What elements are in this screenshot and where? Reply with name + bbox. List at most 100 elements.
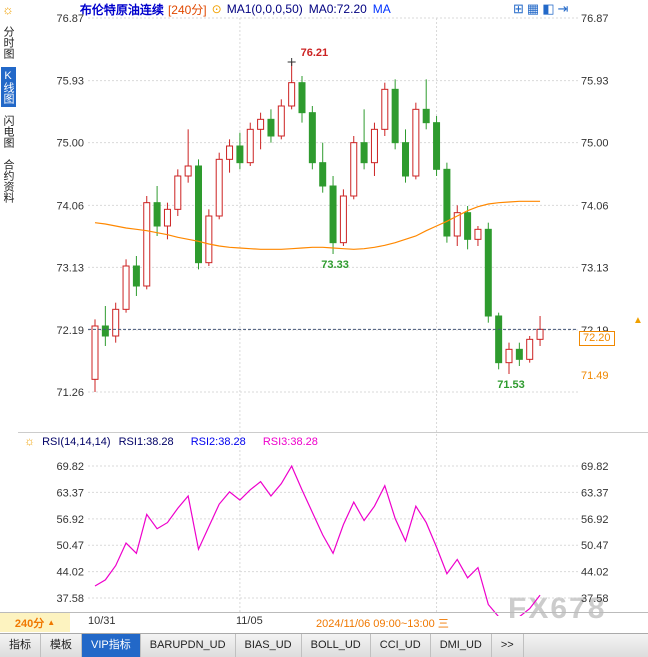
price-tick-label-right: 73.13 xyxy=(581,262,609,274)
layout-next-icon[interactable]: ⇥ xyxy=(557,1,569,16)
ref-price-label: 71.49 xyxy=(581,370,609,382)
ma-settings-icon[interactable]: ⊙ xyxy=(211,2,222,16)
rsi-tick-label-left: 50.47 xyxy=(56,540,84,552)
candle-body xyxy=(433,122,441,170)
rsi2-value: RSI2:38.28 xyxy=(190,436,246,448)
current-session-label: 2024/11/06 09:00~13:00 三 xyxy=(316,618,449,630)
candle-body xyxy=(464,212,472,240)
candle-body xyxy=(267,118,275,137)
low-annotation-label: 73.33 xyxy=(321,259,349,271)
rsi-tick-label-left: 63.37 xyxy=(56,487,84,499)
rsi-panel-header: ☼ RSI(14,14,14) RSI1:38.28 RSI2:38.28 RS… xyxy=(24,434,318,448)
tab-barupdn-ud[interactable]: BARUPDN_UD xyxy=(141,634,236,657)
period-label[interactable]: [240分] xyxy=(167,2,207,17)
candle-body xyxy=(495,315,503,364)
price-tick-label-left: 72.19 xyxy=(56,325,84,337)
rsi-indicator-name: RSI(14,14,14) xyxy=(42,436,111,448)
candle-body xyxy=(184,165,192,177)
candle-body xyxy=(329,185,337,244)
candle-body xyxy=(536,328,544,340)
candle-body xyxy=(163,208,171,227)
window-layout-buttons: ⊞ ▦ ◧ ⇥ xyxy=(513,1,568,16)
candle-body xyxy=(257,118,265,130)
candle-body xyxy=(422,108,430,124)
last-price-tag: 72.20 xyxy=(579,331,615,346)
ma1-legend: MA1(0,0,0,50) xyxy=(226,2,303,16)
rsi-tick-label-left: 37.58 xyxy=(56,593,84,605)
candle-body xyxy=(246,128,254,164)
tab-bias-ud[interactable]: BIAS_UD xyxy=(236,634,302,657)
rsi-tick-label-right: 44.02 xyxy=(581,567,609,579)
ma0-legend: MA0:72.20 xyxy=(308,2,367,16)
candle-body xyxy=(277,105,285,137)
layout-quad-icon[interactable]: ⊞ xyxy=(513,1,524,16)
tab-boll-ud[interactable]: BOLL_UD xyxy=(302,634,371,657)
candle-body xyxy=(505,348,513,364)
price-tick-label-right: 76.87 xyxy=(581,13,609,25)
layout-split-icon[interactable]: ◧ xyxy=(542,1,555,16)
tab-dmi-ud[interactable]: DMI_UD xyxy=(431,634,492,657)
tab-indicator[interactable]: 指标 xyxy=(0,634,41,657)
rsi-line xyxy=(94,464,541,616)
axis-divider xyxy=(0,612,648,613)
sidebar-item-timeline[interactable]: 分时图 xyxy=(2,26,14,59)
candle-body xyxy=(360,142,368,164)
latest-price-marker-icon[interactable]: ▲ xyxy=(633,315,643,326)
ma-line xyxy=(94,200,541,250)
sidebar-item-kline[interactable]: K线图 xyxy=(1,67,16,107)
candle-body xyxy=(143,202,151,287)
rsi-tick-label-right: 37.58 xyxy=(581,593,609,605)
rsi-tick-label-left: 44.02 xyxy=(56,567,84,579)
candle-body xyxy=(391,88,399,144)
candle-body xyxy=(350,142,358,197)
candle-body xyxy=(298,82,306,114)
tab-template[interactable]: 模板 xyxy=(41,634,82,657)
candle-body xyxy=(443,168,451,237)
rsi3-value: RSI3:38.28 xyxy=(262,436,318,448)
candle-body xyxy=(195,165,202,264)
candle-body xyxy=(474,228,482,240)
chart-type-sidebar: 分时图 K线图 闪电图 合约资料 xyxy=(0,18,17,612)
price-tick-label-left: 75.00 xyxy=(56,138,84,150)
panel-divider[interactable] xyxy=(18,432,648,433)
candle-body xyxy=(402,142,409,177)
high-annotation-label: 76.21 xyxy=(301,47,329,59)
period-badge[interactable]: 240分 ▲ xyxy=(0,613,70,632)
ma-legend: MA xyxy=(372,2,391,16)
sidebar-item-flash[interactable]: 闪电图 xyxy=(2,115,14,148)
rsi-tick-label-right: 69.82 xyxy=(581,461,609,473)
price-tick-label-right: 74.06 xyxy=(581,200,609,212)
app-settings-icon[interactable]: ☼ xyxy=(2,1,14,17)
candle-body xyxy=(174,175,182,210)
price-tick-label-left: 73.13 xyxy=(56,262,84,274)
more-tabs-button[interactable]: >> xyxy=(492,634,524,657)
tab-vip-indicator[interactable]: VIP指标 xyxy=(82,634,141,657)
rsi1-value: RSI1:38.28 xyxy=(118,436,174,448)
price-tick-label-left: 75.93 xyxy=(56,76,84,88)
candle-body xyxy=(526,338,534,360)
candle-body xyxy=(515,348,523,360)
sidebar-item-contract-info[interactable]: 合约资料 xyxy=(2,159,14,203)
layout-grid-icon[interactable]: ▦ xyxy=(526,1,540,16)
x-axis-date-1: 10/31 xyxy=(88,615,116,627)
price-tick-label-right: 75.93 xyxy=(581,76,609,88)
candle-body xyxy=(101,325,109,337)
candle-body xyxy=(91,325,99,380)
candle-body xyxy=(339,195,347,244)
candle-body xyxy=(226,145,234,160)
indicator-tab-bar: 指标 模板 VIP指标 BARUPDN_UD BIAS_UD BOLL_UD C… xyxy=(0,633,648,657)
rsi-settings-icon[interactable]: ☼ xyxy=(24,434,35,448)
rsi-tick-label-right: 50.47 xyxy=(581,540,609,552)
candle-body xyxy=(236,145,244,164)
candle-body xyxy=(288,82,296,107)
candle-body xyxy=(112,308,120,337)
candle-body xyxy=(453,212,461,237)
period-badge-label: 240分 xyxy=(14,617,45,630)
candle-body xyxy=(484,228,492,317)
candle-body xyxy=(153,202,161,227)
candle-body xyxy=(370,128,378,164)
candle-body xyxy=(132,265,140,287)
tab-cci-ud[interactable]: CCI_UD xyxy=(371,634,431,657)
